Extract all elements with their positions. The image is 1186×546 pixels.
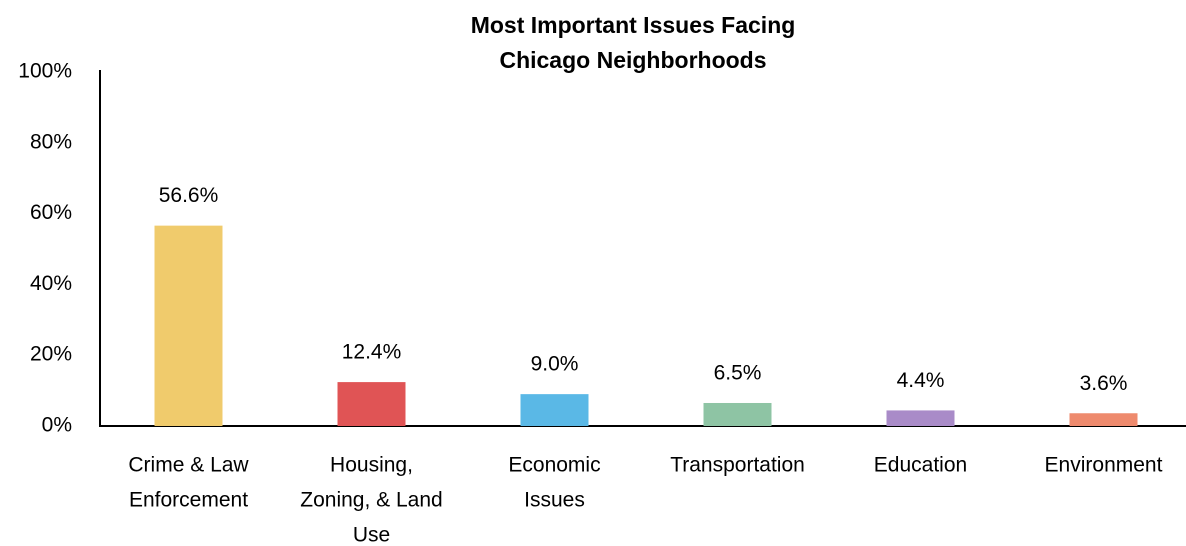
data-label: 12.4% (342, 341, 402, 364)
x-tick-label: Housing, (330, 454, 413, 477)
y-tick-label: 60% (30, 201, 72, 224)
bar (886, 410, 955, 426)
bar (520, 394, 589, 426)
x-tick-label: Transportation (670, 454, 805, 477)
y-tick-label: 100% (18, 60, 72, 83)
data-label: 56.6% (159, 184, 219, 207)
data-label: 6.5% (714, 362, 762, 385)
data-label: 4.4% (897, 369, 945, 392)
y-tick-label: 0% (42, 414, 72, 437)
bar (1069, 413, 1138, 426)
x-tick-label: Zoning, & Land (300, 489, 442, 512)
x-tick-label: Economic (508, 454, 600, 477)
x-tick-label: Use (353, 524, 390, 546)
data-label: 3.6% (1080, 372, 1128, 395)
x-tick-label: Enforcement (129, 489, 248, 512)
x-tick-label: Education (874, 454, 967, 477)
x-tick-label: Issues (524, 489, 585, 512)
bar (154, 225, 223, 426)
bar (703, 402, 772, 426)
y-tick-label: 20% (30, 343, 72, 366)
chart-title: Most Important Issues Facing (471, 12, 796, 38)
chart-title: Chicago Neighborhoods (499, 47, 766, 73)
bar (337, 382, 406, 426)
y-tick-label: 80% (30, 130, 72, 153)
x-tick-label: Crime & Law (128, 454, 249, 477)
y-tick-label: 40% (30, 272, 72, 295)
data-label: 9.0% (531, 353, 579, 376)
x-tick-label: Environment (1045, 454, 1163, 477)
